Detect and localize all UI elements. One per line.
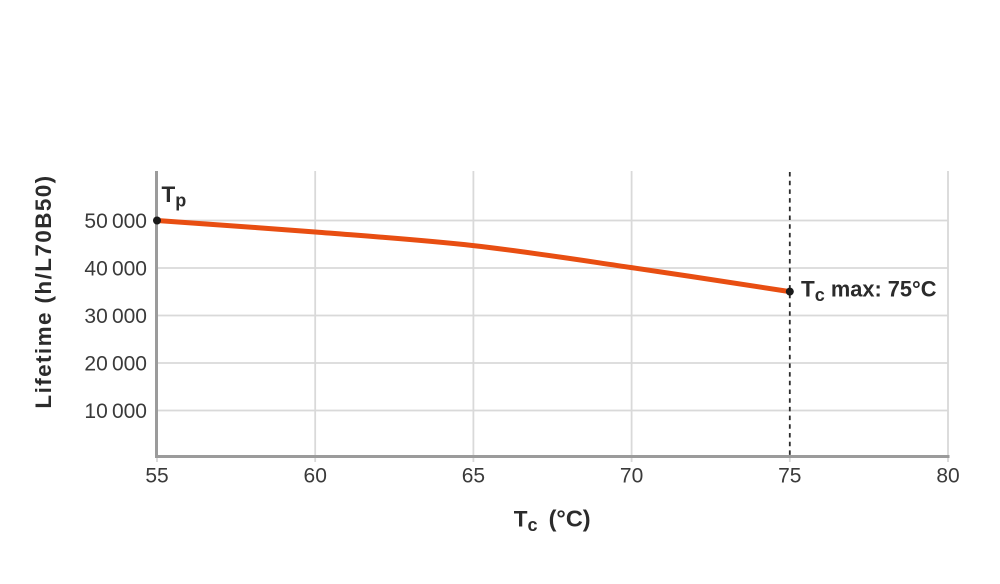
- svg-text:55: 55: [145, 465, 168, 488]
- svg-text:75: 75: [778, 465, 801, 488]
- svg-text:10 000: 10 000: [84, 400, 147, 423]
- svg-text:65: 65: [462, 465, 485, 488]
- svg-text:70: 70: [620, 465, 643, 488]
- svg-text:Tc (°C): Tc (°C): [514, 506, 591, 536]
- svg-text:Tp: Tp: [162, 182, 187, 211]
- svg-text:Tc max: 75°C: Tc max: 75°C: [801, 277, 937, 306]
- svg-text:Lifetime (h/L70B50): Lifetime (h/L70B50): [31, 174, 56, 408]
- svg-text:80: 80: [936, 465, 959, 488]
- svg-text:60: 60: [304, 465, 327, 488]
- svg-text:20 000: 20 000: [84, 353, 147, 376]
- svg-text:50 000: 50 000: [84, 210, 147, 233]
- svg-text:30 000: 30 000: [84, 305, 147, 328]
- svg-text:40 000: 40 000: [84, 258, 147, 281]
